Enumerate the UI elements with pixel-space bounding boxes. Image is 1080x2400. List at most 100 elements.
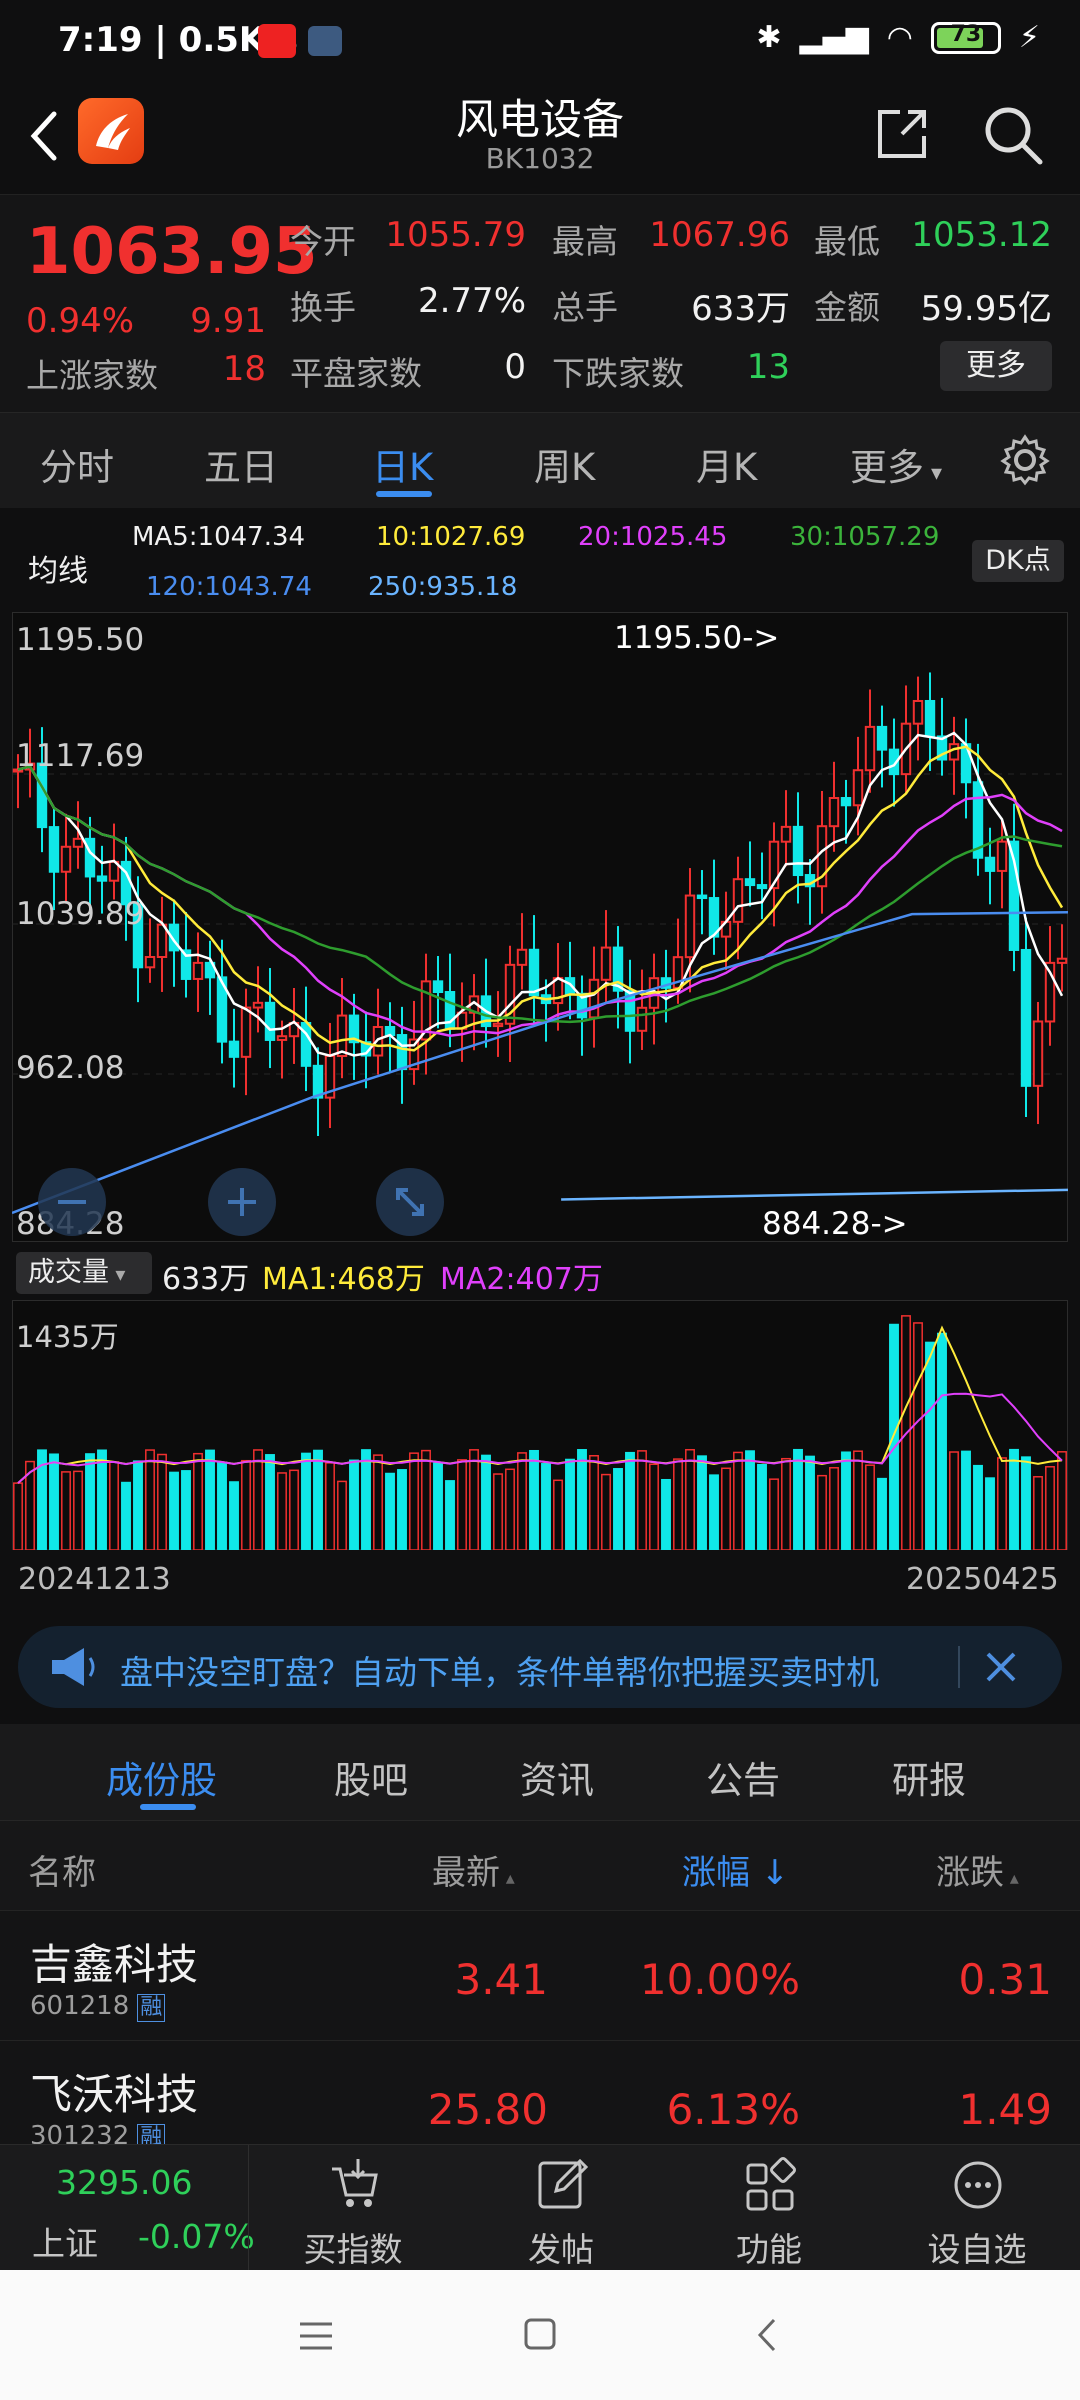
y-axis-label-4: 962.08 [16,1050,125,1086]
stock-name: 飞沃科技 [30,2070,199,2119]
tab-more-periods[interactable]: 更多 ▾ [850,437,942,491]
candle-body [264,1001,276,1041]
volume-ma2: MA2:407万 [440,1262,603,1297]
candle-body [1008,840,1020,951]
indicator-selector[interactable]: 成交量 ▾ [16,1252,152,1294]
logo-mark-icon [96,114,130,150]
volume-bar [253,1449,263,1550]
fullscreen-button[interactable] [376,1168,444,1236]
volume-bar [553,1479,563,1550]
app-logo [78,98,144,164]
kline-chart[interactable]: 1195.50 1117.69 1039.89 962.08 884.28 11… [12,612,1068,1242]
candle-body [792,825,804,877]
candle-body [348,1014,360,1044]
table-row[interactable]: 吉鑫科技 601218 融 3.41 10.00% 0.31 [0,1910,1080,2040]
tab-monthly-k[interactable]: 月K [696,446,758,489]
candle-body [492,1022,504,1028]
ma250-value: 250:935.18 [368,572,518,602]
table-row[interactable]: 飞沃科技 301232 融 25.80 6.13% 1.49 [0,2040,1080,2144]
volume-value: 633万 [162,1262,250,1297]
volume-bar [409,1452,419,1550]
nav-functions[interactable]: 功能 [664,2145,874,2271]
volume-bar [529,1449,539,1550]
tab-five-day[interactable]: 五日 [204,446,278,489]
tab-research[interactable]: 研报 [892,1759,966,1802]
candle-body [420,980,432,1041]
margin-tag: 融 [137,2124,166,2144]
moving-average-legend: 均线 MA5:1047.34 10:1027.69 20:1025.45 30:… [0,508,1080,608]
dk-point-button[interactable]: DK点 [972,540,1064,582]
index-value: 3295.06 [56,2163,193,2202]
close-icon[interactable] [978,1644,1024,1690]
share-icon[interactable] [872,104,932,164]
index-ticker[interactable]: 3295.06 上证 -0.07% [0,2145,255,2271]
candle-body [912,699,924,725]
ma250-line [561,1188,1068,1201]
nav-post[interactable]: 发帖 [456,2145,666,2271]
candle-body [396,1034,408,1071]
candle-body [372,1026,384,1057]
tab-constituents[interactable]: 成份股 [106,1759,217,1802]
back-icon[interactable] [24,106,64,166]
tab-forum[interactable]: 股吧 [334,1759,408,1802]
nav-add-watchlist[interactable]: 设自选 [872,2145,1080,2271]
volume-bar [205,1449,215,1550]
high-label: 最高 [552,222,618,261]
wifi-icon: ◠ [886,20,913,55]
volume-bar [265,1454,275,1550]
tab-weekly-k[interactable]: 周K [534,446,596,489]
search-icon[interactable] [980,102,1046,168]
volume-bar [805,1455,815,1550]
candle-body [12,768,24,773]
volume-bar [937,1332,947,1550]
volume-bar [925,1341,935,1550]
column-chg[interactable]: 涨跌 ▴ [936,1845,1019,1894]
settings-notification-icon [308,26,342,56]
open-label: 今开 [290,222,356,261]
volume-bar [997,1457,1007,1550]
volume-bar [85,1453,95,1550]
candle-body [768,840,780,890]
stock-last: 3.41 [454,1955,548,2004]
candle-body [972,781,984,859]
volume-chart[interactable]: 1435万 [12,1300,1068,1550]
menu-icon[interactable] [296,2318,336,2354]
volume-bar [385,1472,395,1550]
nav-buy-index-label: 买指数 [303,2230,403,2269]
zoom-in-button[interactable] [208,1168,276,1236]
volume-bar [793,1448,803,1550]
volume-bar [517,1452,527,1550]
quote-more-button[interactable]: 更多 [940,341,1052,391]
candle-body [276,1035,288,1041]
gear-icon[interactable] [998,433,1052,487]
promo-banner[interactable]: 盘中没空盯盘？自动下单，条件单帮你把握买卖时机 [18,1626,1062,1708]
volume-bar [757,1463,767,1550]
tab-announcements[interactable]: 公告 [706,1759,780,1802]
caret-down-icon: ▾ [924,461,943,486]
zoom-out-button[interactable] [38,1168,106,1236]
candle-body [852,769,864,807]
ma-line [17,745,1064,1052]
column-pct[interactable]: 涨幅 ↓ [682,1845,789,1894]
tab-daily-k[interactable]: 日K [372,446,434,489]
volume-bar [397,1469,407,1550]
nav-buy-index[interactable]: 买指数 [248,2145,458,2271]
volume-bar [829,1467,839,1550]
home-icon[interactable] [522,2316,558,2352]
tab-intraday[interactable]: 分时 [40,446,114,489]
candle-body [624,989,636,1032]
volume-bar [577,1449,587,1550]
back-nav-icon[interactable] [752,2316,782,2354]
tab-news[interactable]: 资讯 [520,1759,594,1802]
volume-bar [673,1458,683,1550]
change-value: 9.91 [190,301,266,341]
volume-bar [361,1449,371,1550]
volume-bar [373,1454,383,1550]
kline-canvas [12,612,1068,1242]
column-last[interactable]: 最新 ▴ [432,1845,515,1894]
page-title: 风电设备 [455,95,624,144]
volume-legend: 成交量 ▾ 633万 MA1:468万 MA2:407万 [0,1250,1080,1300]
signal-icon: ▂▄▆ [799,20,869,55]
volume-bar [193,1452,203,1550]
candle-body [636,1006,648,1032]
